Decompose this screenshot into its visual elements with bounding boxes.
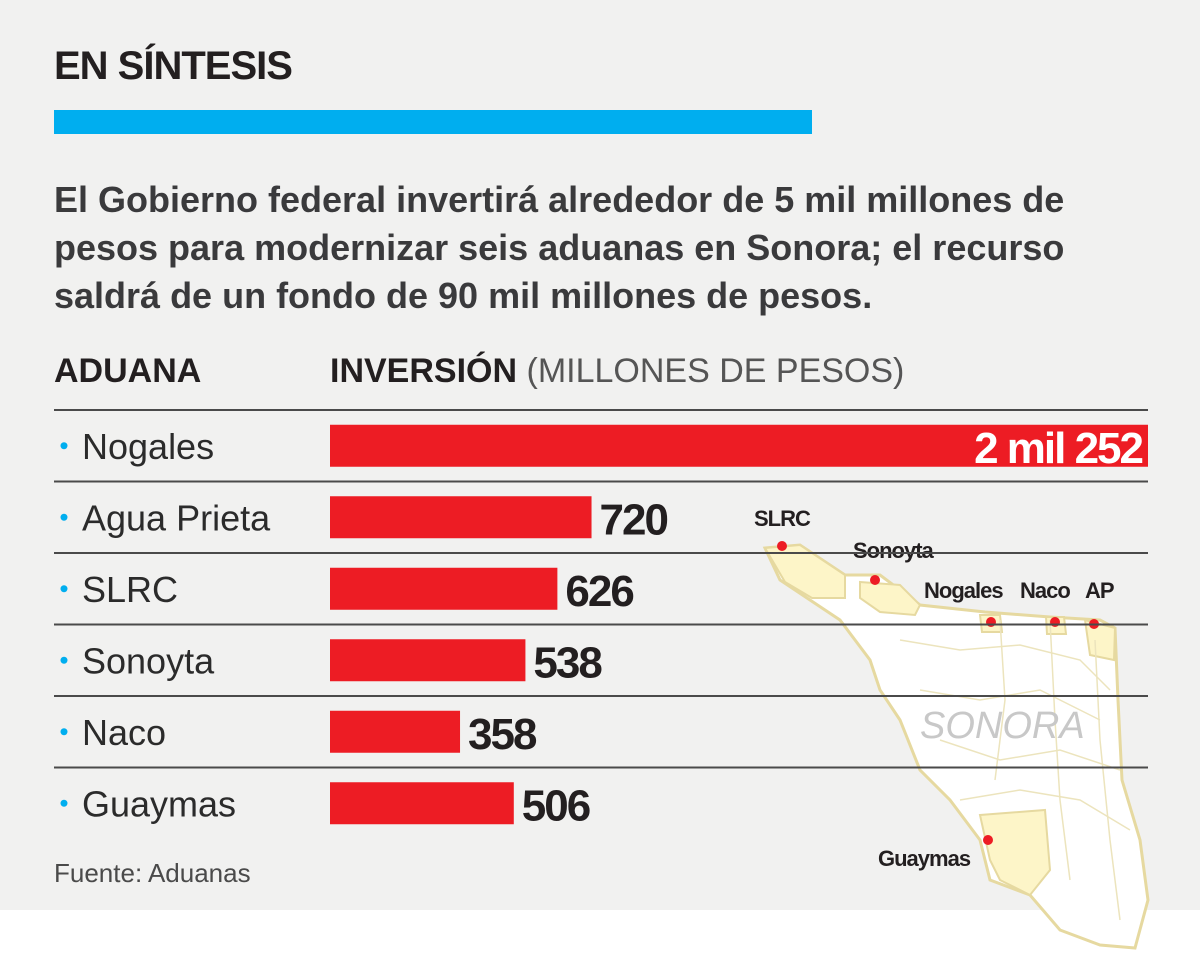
column-header-inversion: INVERSIÓN (MILLONES DE PESOS) (330, 352, 904, 391)
value-label: 358 (468, 710, 537, 759)
bar (330, 496, 592, 539)
bar (330, 782, 514, 825)
map-marker-label: Guaymas (878, 846, 971, 871)
column-header-inversion-label: INVERSIÓN (330, 352, 518, 390)
value-label: 720 (600, 495, 668, 544)
map-state-label: SONORA (920, 705, 1085, 747)
category-label: Naco (82, 712, 166, 753)
value-label: 626 (565, 567, 633, 616)
map-marker (870, 575, 880, 585)
map-marker-label: Nogales (924, 578, 1003, 603)
category-label: Nogales (82, 426, 214, 467)
bullet-icon (60, 656, 68, 664)
bar (330, 424, 1148, 467)
value-label: 2 mil 252 (974, 424, 1142, 473)
bullet-icon (60, 728, 68, 736)
bar (330, 639, 526, 682)
map-marker (777, 541, 787, 551)
column-header-aduana: ADUANA (54, 352, 202, 390)
chart-rows: Nogales 2 mil 252 Agua Prieta 720 SLRC 626 Son… (54, 409, 1148, 830)
map-marker-label: SLRC (754, 506, 811, 531)
sonora-map-shape (762, 543, 1150, 950)
map-points: SLRC Sonoyta Nogales Naco AP Guaymas (754, 506, 1115, 871)
title-underline (54, 110, 812, 134)
bullet-icon (60, 513, 68, 521)
category-label: Agua Prieta (82, 497, 271, 538)
category-label: SLRC (82, 569, 178, 610)
bullet-icon (60, 442, 68, 450)
map-region-sonoyta (859, 580, 922, 617)
value-label: 538 (533, 638, 602, 687)
column-header-unit: (MILLONES DE PESOS) (526, 352, 905, 390)
source-note: Fuente: Aduanas (54, 858, 251, 888)
sonora-map: SONORA SLRC Sonoyta Nogales Naco AP Guaymas (754, 506, 1150, 950)
map-region-slrc (763, 543, 846, 599)
map-marker (983, 835, 993, 845)
map-marker-label: Naco (1020, 578, 1070, 603)
map-region-guaymas (978, 808, 1052, 897)
map-marker-label: Sonoyta (853, 538, 935, 563)
value-label: 506 (522, 781, 590, 830)
map-municipal-lines (899, 619, 1131, 921)
bullet-icon (60, 585, 68, 593)
bullet-icon (60, 799, 68, 807)
intro-text: El Gobierno federal invertirá alrededor … (54, 179, 1065, 316)
bar (330, 567, 558, 610)
bar (330, 710, 461, 753)
category-label: Guaymas (82, 783, 236, 824)
map-marker-label: AP (1085, 578, 1114, 603)
page-title: EN SÍNTESIS (54, 44, 293, 88)
category-label: Sonoyta (82, 640, 215, 681)
